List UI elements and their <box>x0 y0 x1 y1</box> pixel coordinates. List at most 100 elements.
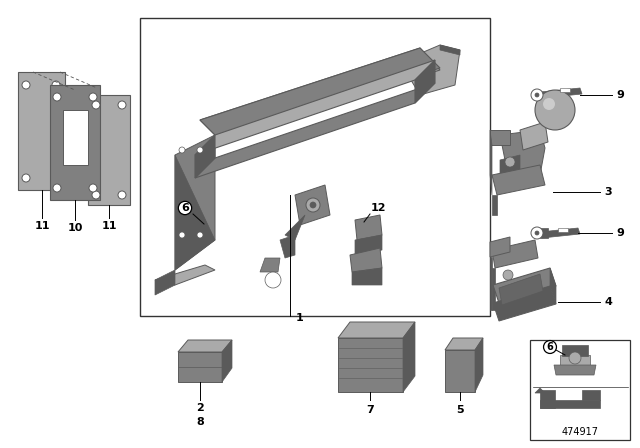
Text: 7: 7 <box>366 405 374 415</box>
Polygon shape <box>492 268 495 310</box>
Polygon shape <box>88 95 130 205</box>
Polygon shape <box>200 48 440 140</box>
Text: 1: 1 <box>296 313 304 323</box>
Polygon shape <box>535 388 545 393</box>
Circle shape <box>89 93 97 101</box>
Polygon shape <box>400 45 460 95</box>
Polygon shape <box>582 390 600 400</box>
Polygon shape <box>445 350 475 392</box>
Polygon shape <box>540 400 600 408</box>
Polygon shape <box>475 338 483 392</box>
Circle shape <box>531 227 543 239</box>
Polygon shape <box>490 130 492 195</box>
Polygon shape <box>490 130 510 145</box>
Text: 12: 12 <box>371 203 386 213</box>
Polygon shape <box>493 268 556 303</box>
Polygon shape <box>50 85 100 200</box>
Circle shape <box>89 184 97 192</box>
Polygon shape <box>355 235 382 255</box>
Text: 5: 5 <box>456 405 464 415</box>
Circle shape <box>22 174 30 182</box>
Circle shape <box>118 101 126 109</box>
Circle shape <box>179 232 185 238</box>
Circle shape <box>179 147 185 153</box>
Polygon shape <box>490 237 510 257</box>
Circle shape <box>53 93 61 101</box>
Circle shape <box>543 98 555 110</box>
Text: 6: 6 <box>547 342 554 352</box>
Circle shape <box>197 147 203 153</box>
Polygon shape <box>540 390 555 408</box>
Polygon shape <box>492 240 538 268</box>
Polygon shape <box>445 338 483 350</box>
Polygon shape <box>540 88 582 98</box>
Circle shape <box>535 93 539 97</box>
Polygon shape <box>175 155 215 270</box>
Polygon shape <box>540 92 548 100</box>
Text: 9: 9 <box>616 90 624 100</box>
Text: 8: 8 <box>196 417 204 427</box>
Polygon shape <box>492 165 545 195</box>
Polygon shape <box>155 270 175 295</box>
Text: 6: 6 <box>181 203 189 213</box>
Polygon shape <box>350 248 382 272</box>
Circle shape <box>22 81 30 89</box>
Polygon shape <box>560 88 570 92</box>
Polygon shape <box>195 83 435 178</box>
Polygon shape <box>403 322 415 392</box>
Polygon shape <box>540 228 548 238</box>
Polygon shape <box>222 340 232 382</box>
Circle shape <box>535 231 539 235</box>
Polygon shape <box>155 265 215 285</box>
Polygon shape <box>554 365 596 375</box>
Polygon shape <box>415 60 435 103</box>
Circle shape <box>535 90 575 130</box>
Polygon shape <box>178 352 222 382</box>
Polygon shape <box>352 268 382 285</box>
Polygon shape <box>520 122 548 150</box>
Text: 3: 3 <box>604 187 612 197</box>
Polygon shape <box>175 135 215 270</box>
Circle shape <box>306 198 320 212</box>
Polygon shape <box>338 338 403 392</box>
Polygon shape <box>558 228 568 232</box>
Polygon shape <box>550 268 556 304</box>
Circle shape <box>92 191 100 199</box>
Text: 9: 9 <box>616 228 624 238</box>
Polygon shape <box>280 235 295 258</box>
Circle shape <box>569 352 581 364</box>
Polygon shape <box>18 72 65 190</box>
Polygon shape <box>195 60 435 155</box>
Polygon shape <box>295 185 330 225</box>
Polygon shape <box>440 45 460 55</box>
Polygon shape <box>260 258 280 272</box>
Polygon shape <box>178 340 232 352</box>
Bar <box>140 18 490 316</box>
Polygon shape <box>355 215 382 240</box>
Polygon shape <box>500 155 520 180</box>
Bar <box>530 340 630 440</box>
Polygon shape <box>493 286 556 321</box>
Circle shape <box>52 81 60 89</box>
Polygon shape <box>540 228 580 238</box>
Polygon shape <box>499 274 543 305</box>
Text: 11: 11 <box>35 221 50 231</box>
Circle shape <box>503 270 513 280</box>
Text: 10: 10 <box>67 223 83 233</box>
Circle shape <box>310 202 316 208</box>
Circle shape <box>53 184 61 192</box>
Circle shape <box>505 157 515 167</box>
Polygon shape <box>200 48 440 140</box>
Polygon shape <box>63 110 88 165</box>
Text: 2: 2 <box>196 403 204 413</box>
Circle shape <box>531 89 543 101</box>
Polygon shape <box>490 257 492 310</box>
Circle shape <box>197 232 203 238</box>
Text: 4: 4 <box>604 297 612 307</box>
Polygon shape <box>338 322 415 338</box>
Circle shape <box>52 174 60 182</box>
Polygon shape <box>500 130 545 180</box>
Text: 11: 11 <box>101 221 116 231</box>
Text: 474917: 474917 <box>561 427 598 437</box>
Circle shape <box>118 191 126 199</box>
